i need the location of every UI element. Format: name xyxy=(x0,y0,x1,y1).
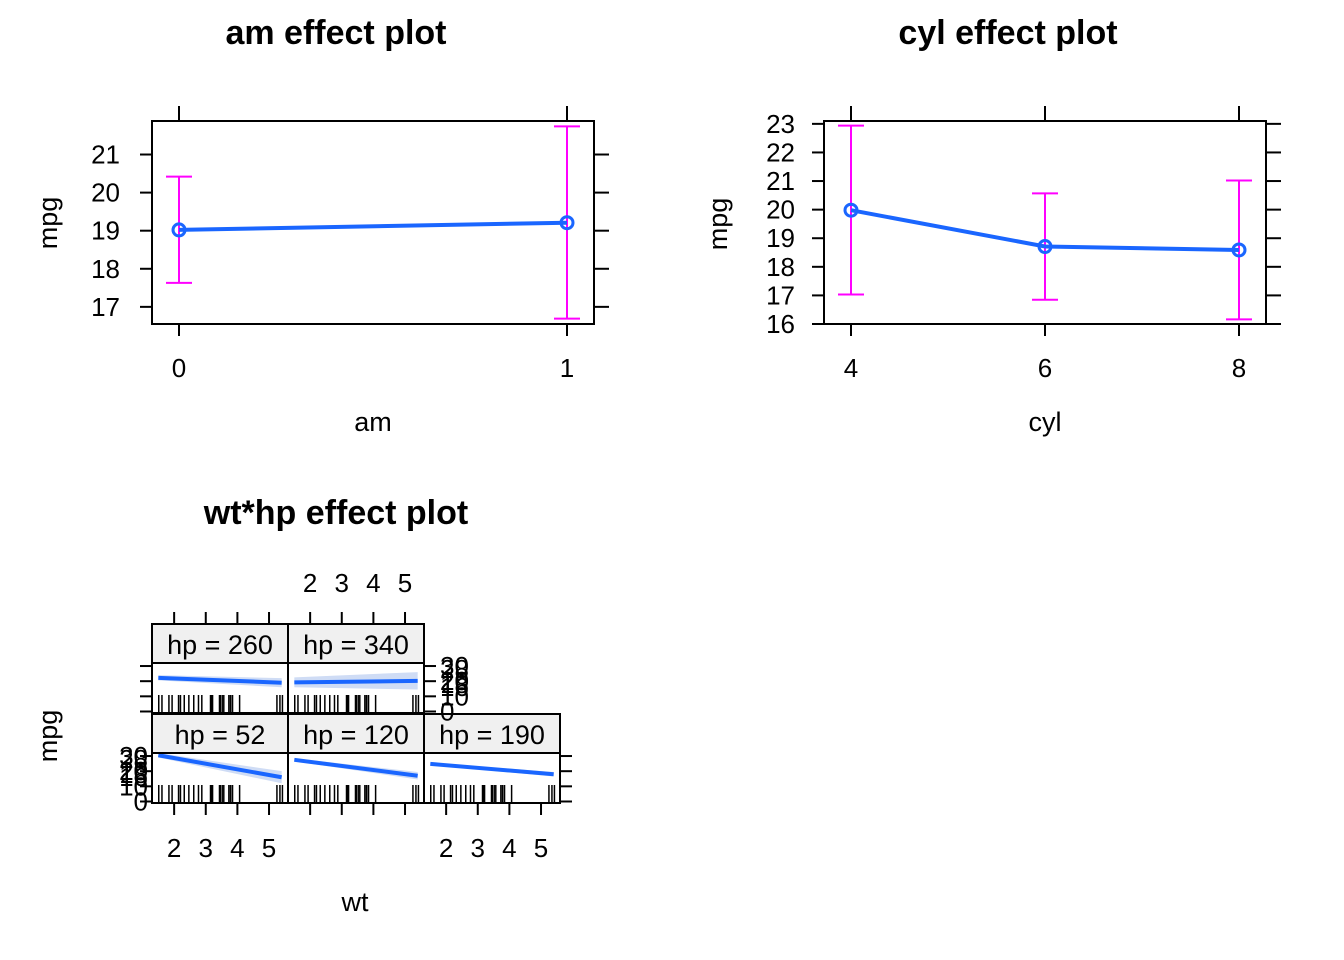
cyl-ytick-label: 19 xyxy=(766,223,795,253)
wthp-ytick-label: 10 xyxy=(440,681,469,711)
am-ytick-label: 21 xyxy=(91,140,120,170)
wthp-fit-line xyxy=(294,757,418,778)
wthp-xtick-label: 3 xyxy=(199,833,213,863)
wthp-x-label: wt xyxy=(341,887,369,917)
am-ytick-label: 19 xyxy=(91,216,120,246)
cyl-fit-point xyxy=(843,202,859,218)
wthp-strip-label: hp = 190 xyxy=(439,720,545,750)
am-fit-line xyxy=(178,220,568,232)
wthp-y-label: mpg xyxy=(33,710,63,763)
cyl-ytick-label: 21 xyxy=(766,166,795,196)
wthp-panel-frame xyxy=(287,662,425,714)
wthp-ytick-label: 30 xyxy=(440,651,469,681)
wthp-strip xyxy=(287,713,425,754)
cyl-x-label: cyl xyxy=(1029,407,1062,437)
wthp-ytick-label: 18 xyxy=(119,759,148,789)
wthp-xtick-label: 2 xyxy=(303,568,317,598)
wthp-ytick-label: 20 xyxy=(119,756,148,786)
wthp-ytick-label: 10 xyxy=(119,771,148,801)
am-fit-point xyxy=(559,215,575,231)
wthp-ytick-label: 18 xyxy=(440,669,469,699)
wthp-ytick-label: 16 xyxy=(440,672,469,702)
cyl-xtick-label: 4 xyxy=(844,353,858,383)
wthp-ytick-label: 20 xyxy=(440,666,469,696)
wthp-fit-line xyxy=(294,678,418,685)
wthp-panel: hp = 52 xyxy=(151,713,289,804)
cyl-plot-title: cyl effect plot xyxy=(898,14,1117,52)
wthp-fit-line xyxy=(430,761,554,777)
wthp-fit-line xyxy=(157,753,283,780)
cyl-ytick-label: 23 xyxy=(766,109,795,139)
wthp-xtick-label: 2 xyxy=(439,833,453,863)
wthp-panel: hp = 260 xyxy=(151,623,289,714)
wthp-ytick-label: 30 xyxy=(119,741,148,771)
am-ci-bar xyxy=(554,125,580,320)
am-plot-title: am effect plot xyxy=(225,14,446,52)
wthp-xtick-label: 4 xyxy=(366,568,380,598)
wthp-ytick-label: 28 xyxy=(440,654,469,684)
am-xtick-label: 1 xyxy=(560,353,574,383)
wthp-strip xyxy=(151,623,289,664)
wthp-xtick-label: 5 xyxy=(262,833,276,863)
cyl-y-label: mpg xyxy=(703,198,733,251)
wthp-strip-label: hp = 120 xyxy=(303,720,409,750)
wthp-panel: hp = 190 xyxy=(423,713,561,804)
wthp-strip xyxy=(423,713,561,754)
am-plot-frame xyxy=(151,120,595,325)
wthp-plot-title: wt*hp effect plot xyxy=(203,494,468,532)
cyl-ci-bar xyxy=(838,124,864,296)
am-y-label: mpg xyxy=(33,197,63,250)
wthp-strip xyxy=(287,623,425,664)
wthp-ytick-label: 16 xyxy=(119,762,148,792)
cyl-ytick-label: 16 xyxy=(766,309,795,339)
cyl-ytick-label: 18 xyxy=(766,252,795,282)
cyl-ytick-label: 22 xyxy=(766,137,795,167)
am-xtick-label: 0 xyxy=(172,353,186,383)
am-ytick-label: 17 xyxy=(91,292,120,322)
wthp-fit-line xyxy=(158,675,282,685)
wthp-ytick-label: 28 xyxy=(119,744,148,774)
wthp-xtick-label: 5 xyxy=(398,568,412,598)
wthp-xtick-label: 4 xyxy=(230,833,244,863)
wthp-panel-frame xyxy=(423,752,561,804)
wthp-panel: hp = 340 xyxy=(287,623,425,714)
cyl-xtick-label: 6 xyxy=(1038,353,1052,383)
wthp-xtick-label: 3 xyxy=(335,568,349,598)
am-fit-point xyxy=(171,222,187,238)
wthp-strip-label: hp = 52 xyxy=(175,720,266,750)
wthp-xtick-label: 3 xyxy=(471,833,485,863)
wthp-ytick-label: 20 xyxy=(440,666,469,696)
am-ytick-label: 18 xyxy=(91,254,120,284)
cyl-fit-point xyxy=(1037,239,1053,255)
am-ytick-label: 20 xyxy=(91,178,120,208)
cyl-ytick-label: 17 xyxy=(766,280,795,310)
wthp-xtick-label: 5 xyxy=(534,833,548,863)
wthp-xtick-label: 4 xyxy=(502,833,516,863)
cyl-fit-line xyxy=(850,208,1240,252)
wthp-strip-label: hp = 340 xyxy=(303,630,409,660)
cyl-ytick-label: 20 xyxy=(766,195,795,225)
wthp-panel: hp = 120 xyxy=(287,713,425,804)
am-x-label: am xyxy=(354,407,392,437)
wthp-ytick-label: 0 xyxy=(440,696,454,726)
wthp-xtick-label: 2 xyxy=(167,833,181,863)
wthp-ytick-label: 20 xyxy=(119,756,148,786)
wthp-strip-label: hp = 260 xyxy=(167,630,273,660)
cyl-fit-point xyxy=(1231,242,1247,258)
wthp-ytick-label: 0 xyxy=(134,786,148,816)
cyl-xtick-label: 8 xyxy=(1232,353,1246,383)
